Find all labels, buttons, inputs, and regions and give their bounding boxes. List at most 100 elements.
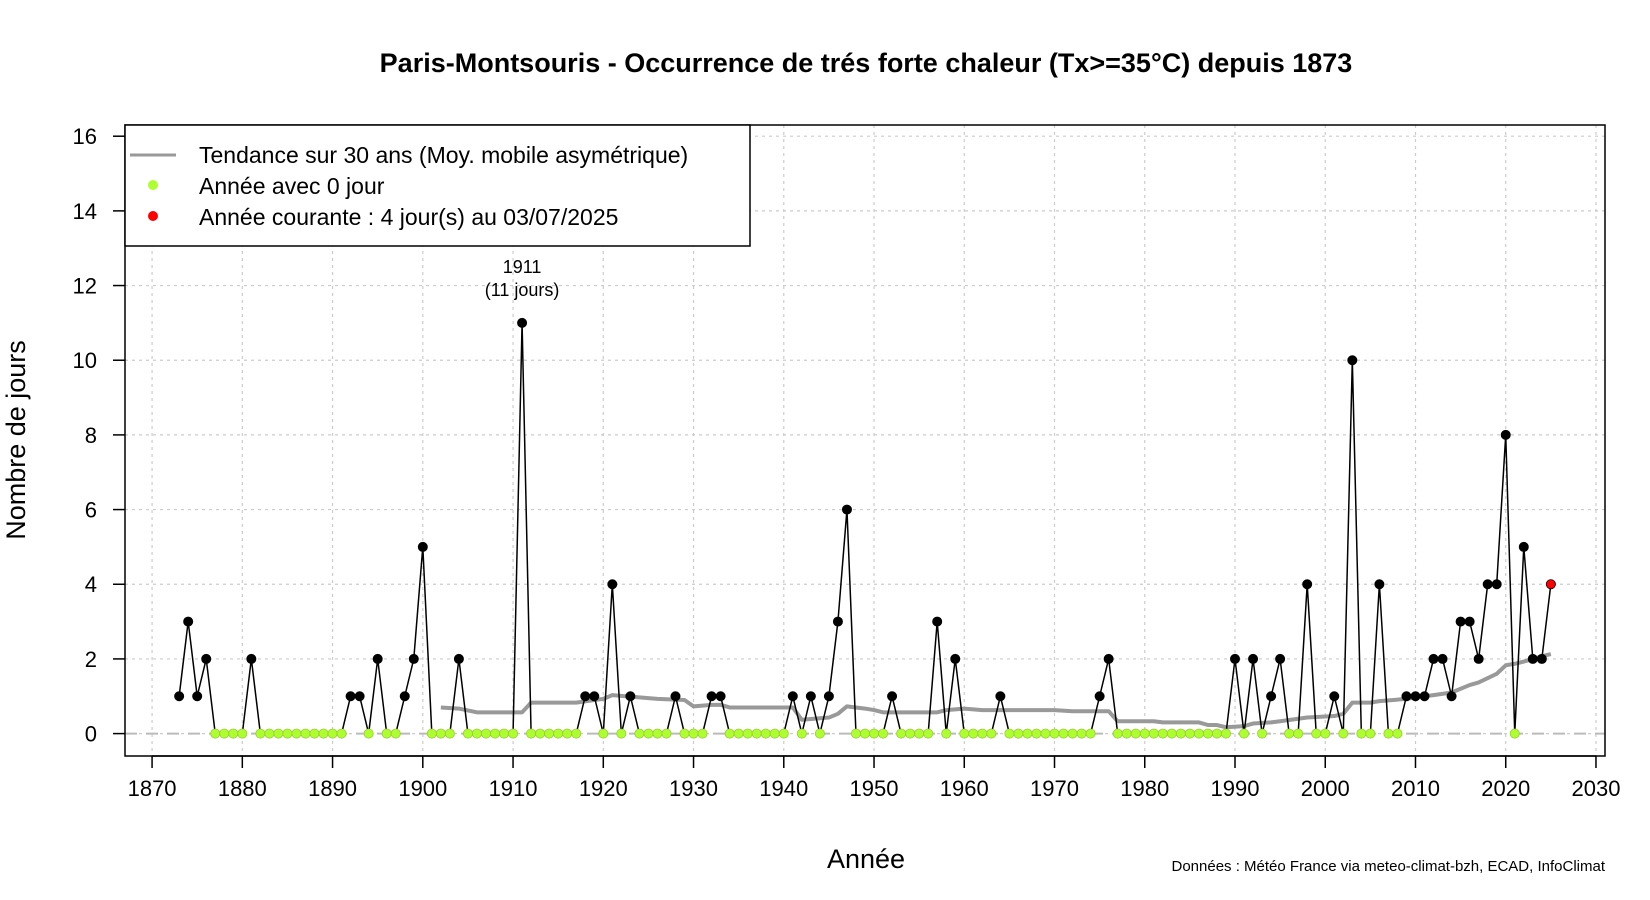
data-point xyxy=(1500,429,1511,440)
data-point xyxy=(1230,653,1241,664)
data-point xyxy=(354,691,365,702)
zero-year-point xyxy=(1004,728,1015,739)
data-point xyxy=(1536,653,1547,664)
zero-year-point xyxy=(435,728,446,739)
zero-year-point xyxy=(760,728,771,739)
legend-current-swatch xyxy=(148,211,158,221)
zero-year-point xyxy=(1365,728,1376,739)
y-tick-label: 4 xyxy=(85,572,97,597)
zero-year-point xyxy=(1031,728,1042,739)
zero-year-point xyxy=(1284,728,1295,739)
data-point xyxy=(580,691,591,702)
zero-year-point xyxy=(1509,728,1520,739)
data-point xyxy=(887,691,898,702)
data-point xyxy=(372,653,383,664)
zero-year-point xyxy=(959,728,970,739)
zero-year-point xyxy=(1049,728,1060,739)
annotation-text: 1911 xyxy=(503,257,542,277)
zero-year-point xyxy=(1112,728,1123,739)
x-tick-label: 1870 xyxy=(128,776,177,801)
zero-year-point xyxy=(598,728,609,739)
y-axis: 0 2 4 6 8 10 12 14 16 xyxy=(73,124,125,747)
zero-year-point xyxy=(850,728,861,739)
legend-zero-label: Année avec 0 jour xyxy=(199,173,385,199)
current-year-point xyxy=(1545,579,1556,590)
zero-year-point xyxy=(264,728,275,739)
data-point xyxy=(183,616,194,627)
zero-year-point xyxy=(724,728,735,739)
zero-year-point xyxy=(219,728,230,739)
zero-year-point xyxy=(941,728,952,739)
zero-year-point xyxy=(363,728,374,739)
data-point xyxy=(246,653,257,664)
zero-year-point xyxy=(1257,728,1268,739)
zero-year-point xyxy=(571,728,582,739)
zero-year-point xyxy=(1085,728,1096,739)
x-axis: 1870 1880 1890 1900 1910 1920 1930 1940 1950 1960… xyxy=(128,755,1620,801)
y-tick-label: 14 xyxy=(73,199,97,224)
zero-year-point xyxy=(896,728,907,739)
data-point xyxy=(453,653,464,664)
data-point xyxy=(1437,653,1448,664)
x-tick-label: 1910 xyxy=(489,776,538,801)
y-tick-label: 16 xyxy=(73,124,97,149)
data-point xyxy=(1464,616,1475,627)
zero-year-point xyxy=(1076,728,1087,739)
data-point xyxy=(1419,691,1430,702)
y-tick-label: 2 xyxy=(85,647,97,672)
data-point xyxy=(625,691,636,702)
data-point xyxy=(715,691,726,702)
data-point xyxy=(1401,691,1412,702)
zero-year-point xyxy=(1383,728,1394,739)
zero-year-point xyxy=(1022,728,1033,739)
zero-year-point xyxy=(562,728,573,739)
x-tick-label: 2020 xyxy=(1481,776,1530,801)
zero-year-point xyxy=(426,728,437,739)
zero-year-point xyxy=(652,728,663,739)
zero-year-point xyxy=(1121,728,1132,739)
zero-year-point xyxy=(444,728,455,739)
zero-year-point xyxy=(986,728,997,739)
zero-year-point xyxy=(814,728,825,739)
data-point xyxy=(805,691,816,702)
zero-year-point xyxy=(1338,728,1349,739)
zero-year-point xyxy=(1193,728,1204,739)
zero-year-point xyxy=(508,728,519,739)
zero-year-point xyxy=(381,728,392,739)
data-point xyxy=(192,691,203,702)
legend-zero-swatch xyxy=(148,180,158,190)
zero-year-point xyxy=(1175,728,1186,739)
data-point xyxy=(1428,653,1439,664)
data-point xyxy=(823,691,834,702)
x-tick-label: 1940 xyxy=(759,776,808,801)
x-tick-label: 1890 xyxy=(308,776,357,801)
zero-year-point xyxy=(390,728,401,739)
zero-year-point xyxy=(1067,728,1078,739)
annotation-text: (11 jours) xyxy=(485,280,560,300)
zero-year-point xyxy=(1202,728,1213,739)
data-point xyxy=(1374,579,1385,590)
zero-year-point xyxy=(210,728,221,739)
zero-year-point xyxy=(1293,728,1304,739)
data-point xyxy=(417,541,428,552)
data-point xyxy=(1455,616,1466,627)
x-tick-label: 1950 xyxy=(850,776,899,801)
zero-year-point xyxy=(535,728,546,739)
chart-title: Paris-Montsouris - Occurrence de trés fo… xyxy=(380,48,1353,78)
data-point xyxy=(706,691,717,702)
zero-year-point xyxy=(1166,728,1177,739)
y-tick-label: 0 xyxy=(85,722,97,747)
x-tick-label: 1990 xyxy=(1211,776,1260,801)
zero-year-point xyxy=(1139,728,1150,739)
zero-year-point xyxy=(291,728,302,739)
zero-year-point xyxy=(553,728,564,739)
zero-year-point xyxy=(237,728,248,739)
zero-year-point xyxy=(769,728,780,739)
data-point xyxy=(1094,691,1105,702)
x-tick-label: 1970 xyxy=(1030,776,1079,801)
y-tick-label: 6 xyxy=(85,498,97,523)
zero-year-point xyxy=(526,728,537,739)
zero-year-point xyxy=(282,728,293,739)
x-tick-label: 1920 xyxy=(579,776,628,801)
data-point xyxy=(1482,579,1493,590)
